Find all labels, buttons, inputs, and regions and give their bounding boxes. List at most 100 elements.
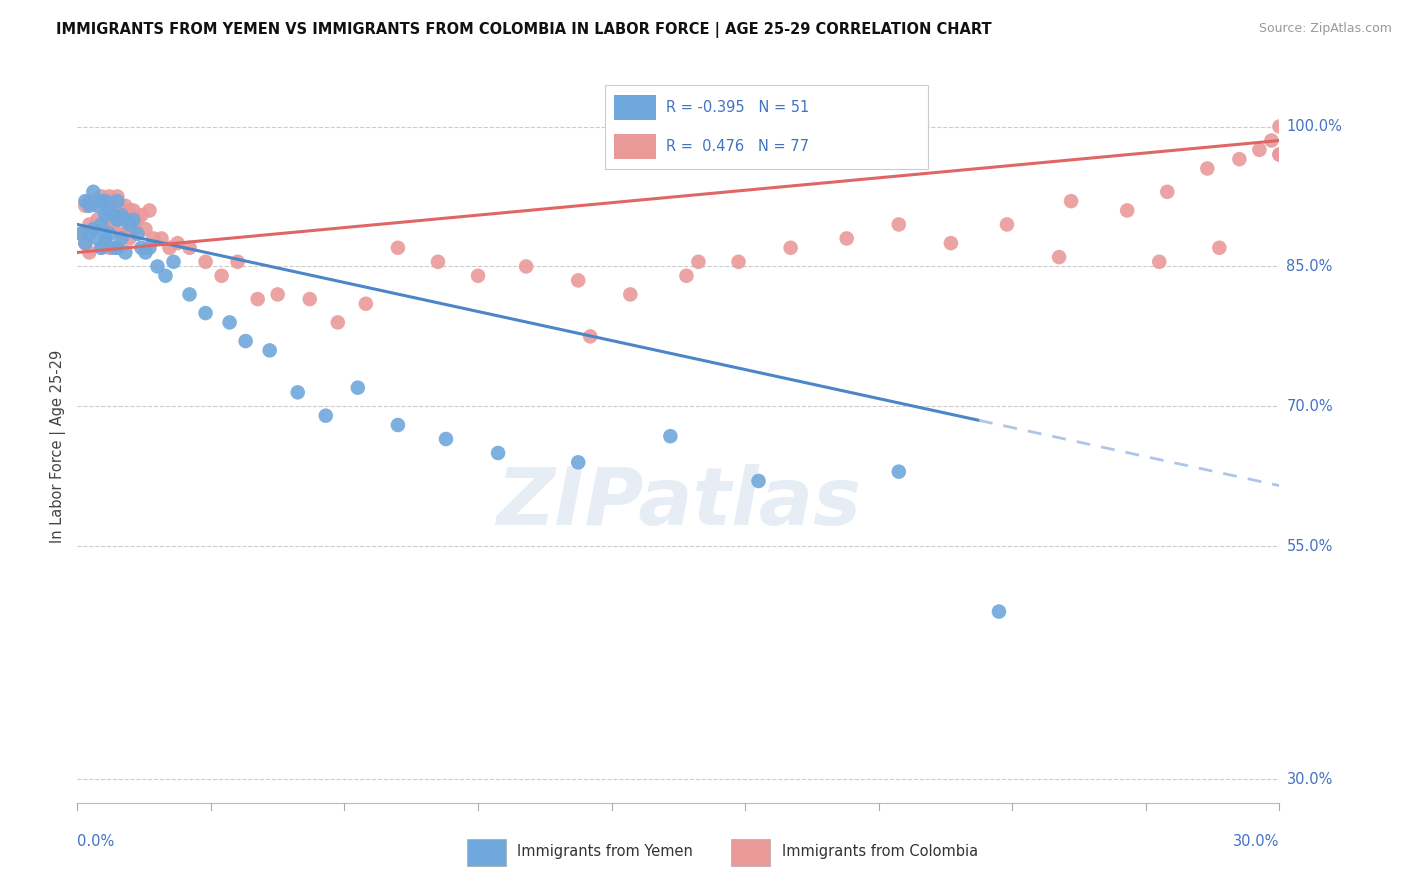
Point: [127, 227, 149, 241]
Point: [467, 268, 489, 283]
Point: [98, 241, 121, 255]
Point: [122, 203, 145, 218]
Text: R =  0.476   N = 77: R = 0.476 N = 77: [666, 139, 808, 154]
Point: [70, 227, 93, 241]
Point: [235, 334, 257, 348]
Point: [103, 194, 125, 208]
Point: [79, 218, 101, 232]
Point: [727, 254, 749, 268]
Point: [515, 260, 537, 274]
Point: [107, 189, 129, 203]
Point: [90, 189, 112, 203]
Point: [94, 208, 117, 222]
Point: [70, 227, 93, 241]
Point: [1208, 241, 1230, 255]
Point: [226, 254, 249, 268]
Bar: [614, 95, 657, 120]
Point: [86, 199, 108, 213]
Point: [118, 218, 141, 232]
Point: [298, 292, 321, 306]
Text: R = -0.395   N = 51: R = -0.395 N = 51: [666, 100, 810, 115]
Bar: [467, 839, 506, 866]
Point: [79, 227, 101, 241]
Text: 30.0%: 30.0%: [1233, 834, 1279, 849]
Point: [90, 194, 112, 208]
Point: [79, 199, 101, 213]
Point: [434, 432, 457, 446]
Point: [619, 287, 641, 301]
Point: [103, 208, 125, 222]
Point: [287, 385, 309, 400]
Point: [90, 241, 112, 255]
Text: IMMIGRANTS FROM YEMEN VS IMMIGRANTS FROM COLOMBIA IN LABOR FORCE | AGE 25-29 COR: IMMIGRANTS FROM YEMEN VS IMMIGRANTS FROM…: [56, 22, 991, 38]
Point: [988, 605, 1011, 619]
Point: [122, 212, 145, 227]
Point: [75, 236, 97, 251]
Point: [134, 245, 156, 260]
Point: [579, 329, 602, 343]
Point: [107, 212, 129, 227]
Text: 100.0%: 100.0%: [1286, 119, 1343, 134]
Point: [103, 218, 125, 232]
Point: [887, 218, 910, 232]
Point: [82, 222, 104, 236]
Point: [79, 194, 101, 208]
Point: [142, 231, 165, 245]
Point: [939, 236, 962, 251]
Point: [1149, 254, 1171, 268]
Point: [267, 287, 290, 301]
Point: [114, 227, 136, 241]
Point: [94, 231, 117, 245]
Point: [159, 241, 181, 255]
Point: [179, 287, 201, 301]
Point: [1116, 203, 1139, 218]
Point: [86, 194, 108, 208]
Text: 0.0%: 0.0%: [77, 834, 114, 849]
Point: [748, 474, 770, 488]
Point: [90, 218, 112, 232]
Point: [75, 236, 97, 251]
Bar: [614, 134, 657, 160]
Point: [166, 236, 188, 251]
Point: [146, 260, 169, 274]
Point: [567, 455, 589, 469]
Point: [387, 417, 409, 432]
Point: [103, 241, 125, 255]
Point: [82, 194, 104, 208]
Point: [326, 315, 349, 329]
Point: [162, 254, 184, 268]
Point: [90, 241, 112, 255]
Point: [659, 429, 682, 443]
Point: [138, 241, 160, 255]
Point: [110, 231, 132, 245]
Point: [211, 268, 233, 283]
Point: [98, 218, 121, 232]
Point: [1047, 250, 1070, 264]
Point: [107, 212, 129, 227]
Point: [114, 212, 136, 227]
Point: [1156, 185, 1178, 199]
Point: [347, 381, 370, 395]
Text: Source: ZipAtlas.com: Source: ZipAtlas.com: [1258, 22, 1392, 36]
Text: 70.0%: 70.0%: [1286, 399, 1333, 414]
Point: [82, 185, 104, 199]
Text: 55.0%: 55.0%: [1286, 539, 1333, 554]
Point: [75, 194, 97, 208]
Point: [1197, 161, 1219, 176]
Point: [118, 203, 141, 218]
Point: [134, 222, 156, 236]
Point: [179, 241, 201, 255]
Point: [94, 212, 117, 227]
Point: [1260, 134, 1282, 148]
Point: [1229, 152, 1251, 166]
Point: [194, 254, 217, 268]
Point: [94, 236, 117, 251]
Point: [82, 222, 104, 236]
Point: [86, 212, 108, 227]
Point: [90, 218, 112, 232]
Point: [486, 446, 509, 460]
Point: [114, 245, 136, 260]
Point: [150, 231, 173, 245]
Y-axis label: In Labor Force | Age 25-29: In Labor Force | Age 25-29: [51, 350, 66, 542]
Point: [107, 241, 129, 255]
